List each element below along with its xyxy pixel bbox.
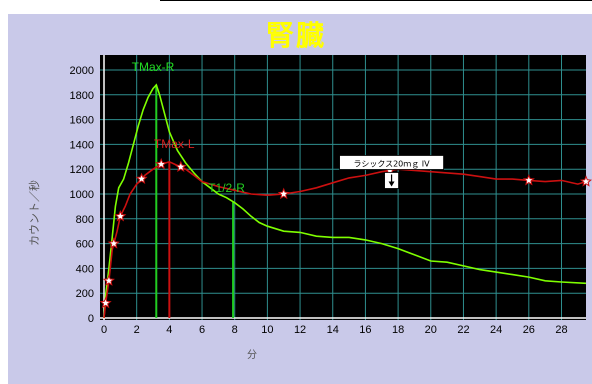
y-tick-label: 400 <box>76 263 94 275</box>
y-tick-label: 2000 <box>70 65 94 77</box>
x-tick-label: 14 <box>327 324 339 336</box>
star-marker <box>99 296 112 309</box>
annotation-box <box>339 155 444 170</box>
x-tick-label: 24 <box>490 324 502 336</box>
y-tick-label: 1800 <box>70 90 94 102</box>
x-tick-label: 0 <box>101 324 107 336</box>
x-tick-label: 4 <box>166 324 172 336</box>
x-tick-label: 16 <box>359 324 371 336</box>
top-strip <box>0 0 592 14</box>
top-border <box>160 0 592 14</box>
y-tick-label: 1000 <box>70 189 94 201</box>
x-tick-label: 28 <box>555 324 567 336</box>
y-tick-label: 800 <box>76 214 94 226</box>
y-axis-label: カウント／秒 <box>27 180 41 246</box>
star-marker <box>135 172 148 184</box>
y-tick-label: 600 <box>76 239 94 251</box>
star-marker <box>107 237 120 249</box>
x-tick-label: 8 <box>232 324 238 336</box>
x-axis-label: 分 <box>247 349 257 361</box>
y-tick-label: 1200 <box>70 164 94 176</box>
y-tick-label: 0 <box>88 313 94 325</box>
x-tick-label: 6 <box>199 324 205 336</box>
x-tick-label: 18 <box>392 324 404 336</box>
chart-title: 腎臓 <box>265 19 326 52</box>
y-tick-label: 200 <box>76 288 94 300</box>
series-line-l <box>103 160 587 319</box>
star-marker <box>174 160 187 173</box>
vline-label: TMax-R <box>132 60 175 74</box>
x-tick-label: 2 <box>134 324 140 336</box>
star-marker <box>277 187 290 200</box>
plot-area <box>100 55 586 320</box>
star-marker <box>155 157 168 170</box>
star-marker <box>114 209 127 222</box>
vline-label: T1/2-R <box>208 181 245 195</box>
y-tick-label: 1600 <box>70 115 94 127</box>
x-tick-label: 26 <box>523 324 535 336</box>
x-tick-label: 20 <box>425 324 437 336</box>
x-tick-label: 10 <box>261 324 273 336</box>
y-tick-label: 1400 <box>70 139 94 151</box>
annotation-arrow-head <box>388 181 395 187</box>
series-line-r <box>103 83 587 319</box>
vline-label: TMax-L <box>154 137 195 151</box>
star-marker <box>102 274 115 286</box>
x-tick-label: 22 <box>457 324 469 336</box>
x-tick-label: 12 <box>294 324 306 336</box>
star-marker <box>522 174 535 186</box>
star-marker <box>579 175 592 187</box>
annotation-text: ラシックス20ｍｇ IV <box>353 159 430 168</box>
